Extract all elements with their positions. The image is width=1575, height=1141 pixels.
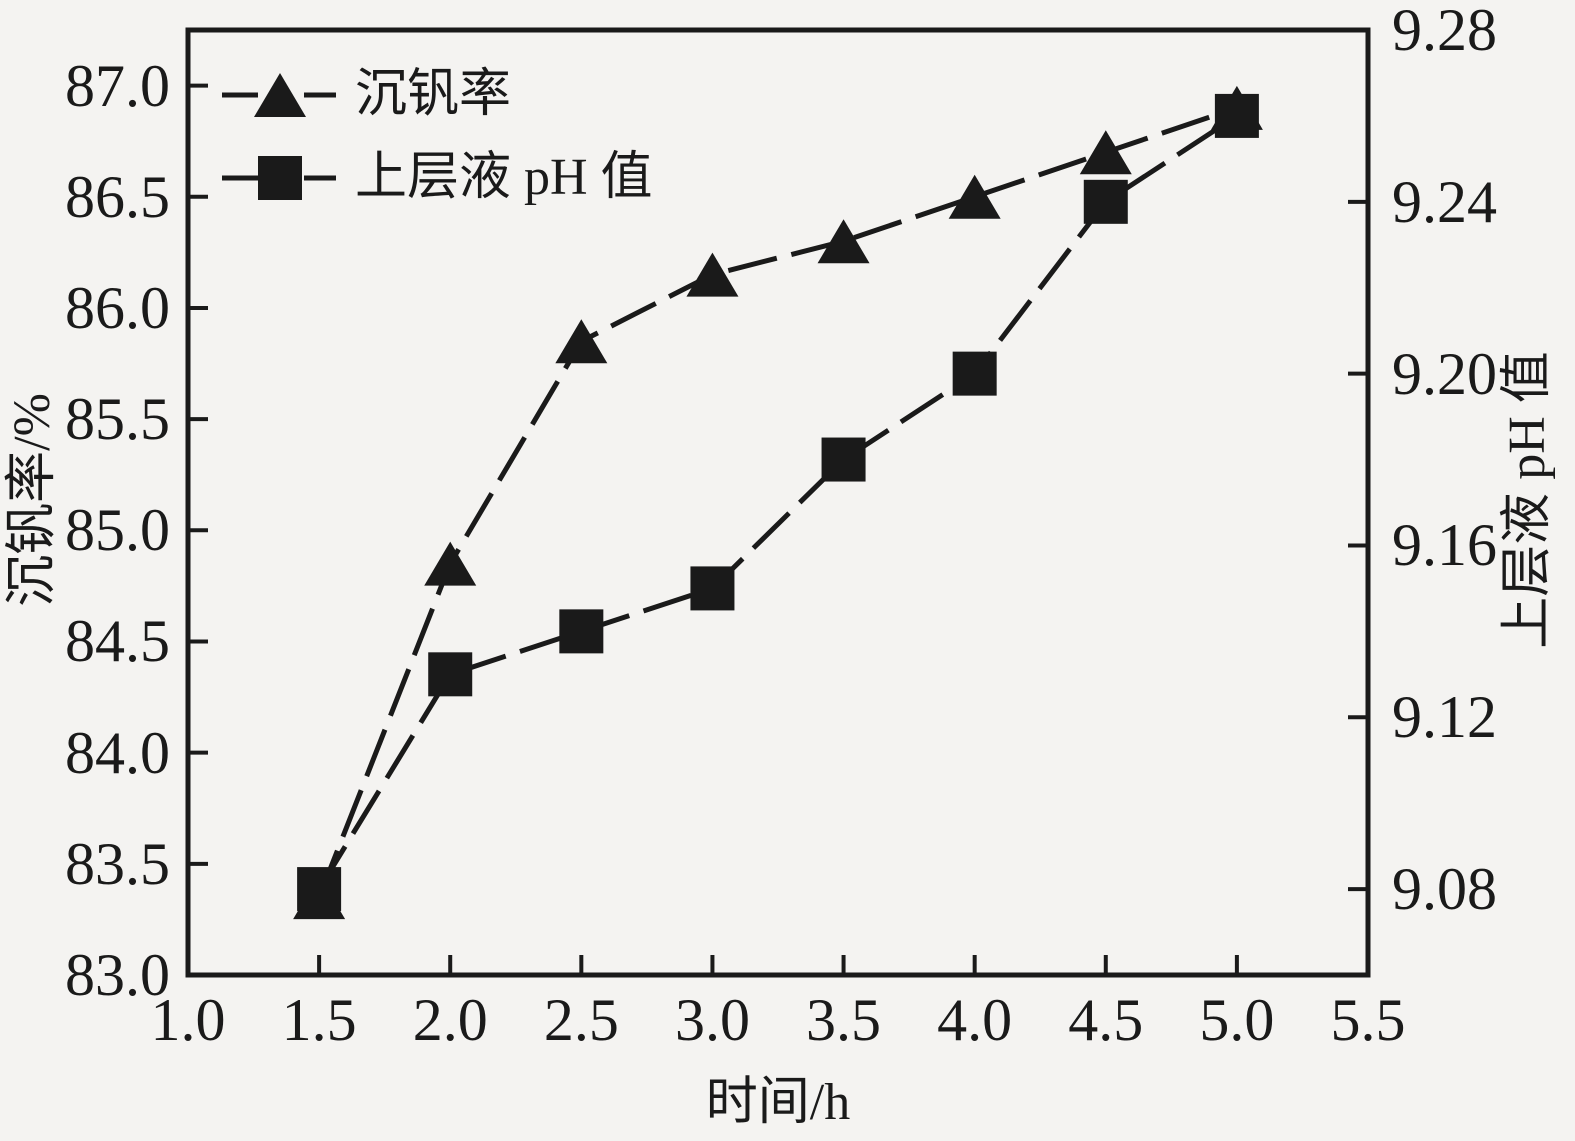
- legend-label-precipitation-rate: 沉钒率: [355, 66, 512, 123]
- axis-frame: [185, 27, 1371, 978]
- x-tick-label: 1.5: [281, 987, 357, 1053]
- y-right-tick-label: 9.16: [1392, 512, 1497, 579]
- series-line-ph: [316, 113, 1239, 891]
- square-marker-icon: [690, 566, 735, 611]
- square-marker-icon: [821, 437, 866, 482]
- x-tick-label: 3.5: [806, 987, 882, 1053]
- triangle-marker-icon: [555, 319, 608, 364]
- y-axis-left-title: 沉钒率/%: [4, 393, 61, 607]
- y-left-tick-label: 85.0: [65, 497, 170, 564]
- triangle-marker-icon: [424, 541, 477, 586]
- y-left-tick-label: 84.0: [65, 719, 170, 786]
- y-right-tick-label: 9.08: [1392, 856, 1497, 923]
- x-tick-label: 4.0: [937, 987, 1013, 1053]
- x-tick-label: 5.0: [1199, 987, 1275, 1053]
- x-axis-title: 时间/h: [705, 1074, 851, 1131]
- square-marker-icon: [559, 609, 604, 654]
- triangle-marker-icon: [1079, 130, 1132, 175]
- y-right-tick-label: 9.12: [1392, 684, 1497, 751]
- y-left-tick-label: 87.0: [65, 52, 170, 119]
- square-marker-icon: [1214, 93, 1259, 138]
- series-line-precipitation-rate: [316, 105, 1238, 899]
- x-tick-label: 2.0: [412, 987, 488, 1053]
- triangle-marker-icon: [948, 174, 1001, 219]
- y-left-tick-label: 83.5: [65, 830, 170, 897]
- triangle-marker-icon: [686, 252, 739, 297]
- y-axis-right-title: 上层液 pH 值: [1499, 351, 1556, 649]
- y-right-tick-label: 9.24: [1392, 168, 1497, 235]
- y-left-tick-label: 84.5: [65, 608, 170, 675]
- y-left-tick-label: 86.5: [65, 163, 170, 230]
- x-tick-label: 4.5: [1068, 987, 1144, 1053]
- square-marker-icon: [258, 156, 302, 200]
- x-tick-label: 2.5: [543, 987, 619, 1053]
- triangle-marker-icon: [817, 219, 870, 264]
- triangle-marker-icon: [254, 73, 306, 117]
- legend-label-ph: 上层液 pH 值: [355, 149, 653, 206]
- square-marker-icon: [297, 867, 342, 912]
- square-marker-icon: [952, 351, 997, 396]
- square-marker-icon: [428, 652, 473, 697]
- x-tick-label: 5.5: [1330, 987, 1406, 1053]
- x-tick-label: 3.0: [674, 987, 750, 1053]
- y-left-tick-label: 83.0: [65, 942, 170, 1008]
- y-right-tick-label: 9.20: [1392, 340, 1497, 407]
- y-left-tick-label: 86.0: [65, 274, 170, 341]
- square-marker-icon: [1083, 179, 1128, 224]
- y-right-tick-label: 9.28: [1392, 0, 1497, 63]
- y-left-tick-label: 85.5: [65, 386, 170, 453]
- x-tick-label: 1.0: [150, 987, 226, 1053]
